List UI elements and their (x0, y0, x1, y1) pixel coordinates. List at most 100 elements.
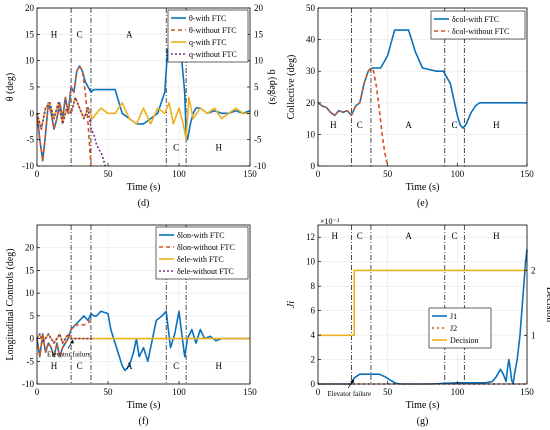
phase-label: A (405, 120, 412, 130)
y-axis-label: Ji (286, 301, 297, 308)
phase-label: C (77, 29, 83, 39)
x-tick-label: 0 (316, 387, 321, 397)
chart-panel-f: 0 50 100 150 -10 -5 0 5 10 15 20 Time (s) Longitudin… (5, 224, 257, 427)
y-tick-label: -10 (22, 379, 34, 389)
x-tick-label: 100 (172, 387, 186, 397)
phase-label: C (452, 231, 458, 241)
y-axis-label: Collective (deg) (286, 55, 297, 120)
phase-label: H (330, 120, 337, 130)
y-tick-label: 40 (306, 35, 316, 45)
y-right-tick-label: -5 (254, 135, 262, 145)
y-right-tick-label: 2 (531, 265, 536, 275)
y-axis-label: θ (deg) (5, 73, 16, 101)
y-tick-label: -5 (27, 135, 35, 145)
y-right-tick-label: 10 (254, 56, 264, 66)
x-tick-label: 150 (243, 387, 257, 397)
series-line-q-without-ftc (36, 96, 106, 167)
x-tick-label: 100 (451, 169, 465, 179)
phase-label: C (452, 120, 458, 130)
y-tick-label: -5 (27, 356, 35, 366)
legend-label: q-without FTC (189, 50, 237, 59)
phase-label: H (493, 120, 500, 130)
series-line--col-with-ftc (317, 29, 527, 129)
y-tick-label: -10 (22, 161, 34, 171)
x-tick-label: 0 (316, 169, 321, 179)
y-tick-label: 2 (311, 355, 316, 365)
y-tick-label: 6 (311, 306, 316, 316)
legend: δcol-with FTC δcol-without FTC (430, 10, 526, 40)
legend-box (428, 307, 492, 349)
legend-box (167, 9, 249, 63)
plot-frame (317, 7, 528, 167)
x-tick-label: 150 (520, 169, 534, 179)
y-right-tick-label: -10 (254, 161, 266, 171)
panel-label: (f) (139, 416, 149, 427)
x-tick-label: 0 (35, 169, 40, 179)
y-right-tick-label: 0 (254, 108, 259, 118)
x-tick-label: 50 (383, 387, 393, 397)
series-line--without-ftc (36, 65, 92, 167)
y-right-axis-label: q (deg/s) (267, 69, 278, 104)
series-line--ele-without-ftc (36, 333, 94, 344)
phase-label: C (173, 143, 179, 153)
y-tick-label: 10 (306, 257, 316, 267)
chart-panel-e: 0 50 100 150 0 10 20 30 40 50 Time (s) Collective (… (286, 3, 534, 209)
series-line--lon-without-ftc (36, 319, 94, 358)
y-right-tick-label: 20 (254, 3, 264, 13)
y-tick-label: 10 (25, 288, 35, 298)
annotation-arrowhead (69, 339, 74, 344)
x-tick-label: 100 (172, 169, 186, 179)
y-tick-label: 12 (306, 232, 315, 242)
y-axis-label: Longitudinal Controls (deg) (5, 248, 16, 360)
x-axis-label: Time (s) (406, 182, 440, 193)
x-tick-label: 150 (520, 387, 534, 397)
legend-label: q-with FTC (189, 38, 227, 47)
plot-frame (317, 224, 528, 385)
legend-label: δele-without FTC (177, 267, 234, 276)
legend: θ-with FTC θ-without FTC q-with FTC q-witho… (167, 9, 249, 63)
legend-label: δlon-without FTC (177, 243, 235, 252)
panel-label: (e) (417, 198, 428, 209)
y-right-tick-label: 1 (531, 330, 536, 340)
phase-label: C (357, 120, 363, 130)
y-tick-label: 0 (30, 334, 35, 344)
y-right-tick-label: 15 (254, 29, 264, 39)
legend: J1 J2 Decision (428, 307, 492, 349)
phase-label: A (126, 29, 133, 39)
legend-label: δele-with FTC (177, 255, 224, 264)
x-tick-label: 50 (383, 169, 393, 179)
x-axis-label: Time (s) (406, 400, 440, 411)
phase-label: C (173, 361, 179, 371)
x-tick-label: 100 (451, 387, 465, 397)
legend-box (430, 10, 526, 40)
y-tick-label: 0 (311, 161, 316, 171)
y-right-tick-label: 5 (254, 82, 259, 92)
phase-label: A (126, 361, 133, 371)
phase-label: H (331, 231, 338, 241)
x-tick-label: 50 (104, 169, 114, 179)
series-line-decision (318, 269, 527, 337)
y-tick-label: 20 (25, 243, 35, 253)
legend-label: δcol-with FTC (452, 15, 499, 24)
phase-label: H (51, 29, 58, 39)
legend-label: J1 (450, 312, 457, 321)
y-right-axis-label: Decision (544, 287, 550, 323)
y-tick-label: 5 (30, 311, 35, 321)
y-tick-label: 5 (30, 82, 35, 92)
series-line--col-without-ftc (317, 67, 389, 167)
y-tick-label: 10 (25, 56, 35, 66)
legend-label: δlon-with FTC (177, 231, 225, 240)
x-tick-label: 150 (243, 169, 257, 179)
chart-panel-d: 0 50 100 150-10-505101520-10-505101520Time … (5, 3, 278, 209)
y-tick-label: 20 (306, 98, 316, 108)
phase-label: C (357, 231, 363, 241)
phase-label: H (216, 143, 223, 153)
plot-frame (36, 224, 251, 385)
legend-label: θ-without FTC (189, 26, 237, 35)
phase-label: H (216, 361, 223, 371)
annotation-text: Elevator failure (327, 390, 371, 398)
y-tick-label: 0 (311, 379, 316, 389)
legend-label: θ-with FTC (189, 14, 226, 23)
